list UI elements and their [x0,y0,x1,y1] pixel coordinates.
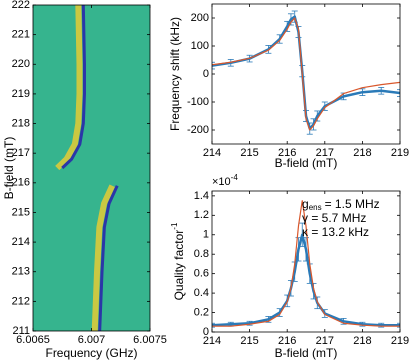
y-tick-label: 0 [203,326,209,338]
y-axis-label-sup: -1 [170,222,179,230]
x-tick-label: 219 [391,335,409,347]
y-tick-label: 217 [12,147,30,159]
plot-area [55,5,119,331]
data-line [212,200,400,327]
annotation-text: γ = 5.7 MHz [302,211,366,225]
y-axis-label-text: B-field (mT) [2,137,16,200]
data-line [61,5,119,331]
y-tick-label: 0 [203,68,209,80]
y-tick-label: 211 [12,325,30,337]
y-tick-label: -100 [187,96,209,108]
error-bar [397,322,400,328]
x-axis-label: B-field (mT) [275,346,338,360]
x-tick-label: 219 [391,147,409,159]
x-axis-label: B-field (mT) [275,156,338,170]
y-tick-label: 100 [191,40,209,52]
multiplier-exp: -4 [231,173,239,182]
y-tick-label: 220 [12,58,30,70]
multiplier-base: ×10 [212,176,231,188]
y-tick-label: 200 [191,12,209,24]
x-tick-label: 214 [203,147,221,159]
x-tick-label: 214 [203,335,221,347]
annotation: γ = 5.7 MHz [302,211,366,225]
data-line [212,233,400,327]
y-tick-label: 0.2 [194,306,209,318]
error-bar [212,61,215,70]
y-tick-label: 219 [12,88,30,100]
y-axis-label: B-field (mT) [2,137,16,200]
y-tick-label: 212 [12,295,30,307]
error-bar [212,322,215,328]
heatmap-background [33,5,150,331]
y-tick-label: 222 [12,0,30,11]
plot-frame [211,3,401,145]
y-axis-label-text: Frequency shift (kHz) [168,17,182,131]
y-tick-label: 1 [203,229,209,241]
y-axis-label: Quality factor-1 [170,222,186,300]
y-axis-label-text: Quality factor [172,230,186,301]
y-tick-label: 1.4 [194,190,209,202]
y-axis-label: Frequency shift (kHz) [168,17,182,131]
x-tick-label: 215 [240,147,258,159]
y-tick-label: 214 [12,236,30,248]
y-tick-label: 213 [12,266,30,278]
data-line [212,17,400,131]
x-tick-label: 217 [316,335,334,347]
x-tick-label: 6.0065 [16,334,50,346]
plot-area [212,200,400,328]
x-tick-label: 218 [353,335,371,347]
plot-area [212,10,400,135]
x-tick-label: 6.0075 [133,334,167,346]
x-tick-label: 216 [278,147,296,159]
annotation-text: g [302,197,309,211]
annotation-rest: = 1.5 MHz [325,197,380,211]
y-tick-label: -200 [187,124,209,136]
axis-multiplier: ×10-4 [212,173,238,188]
y-tick-label: 0.8 [194,248,209,260]
y-tick-label: 216 [12,177,30,189]
x-tick-label: 216 [278,335,296,347]
y-tick-label: 218 [12,117,30,129]
x-axis-label: Frequency (GHz) [45,346,137,360]
y-tick-label: 1.2 [194,209,209,221]
annotation-sub: ens [309,203,322,212]
error-bar [397,89,400,97]
x-tick-label: 218 [353,147,371,159]
ridge-band [55,5,115,331]
x-tick-label: 6.007 [78,334,106,346]
y-tick-label: 0.6 [194,268,209,280]
plot-frame [211,190,401,333]
annotation: κ = 13.2 kHz [302,225,369,239]
y-tick-label: 221 [12,29,30,41]
y-tick-label: 0.4 [194,287,209,299]
x-tick-label: 217 [316,147,334,159]
annotation-text: κ = 13.2 kHz [302,225,369,239]
y-tick-label: 215 [12,206,30,218]
x-tick-label: 215 [240,335,258,347]
annotation: gens = 1.5 MHz [302,197,380,212]
